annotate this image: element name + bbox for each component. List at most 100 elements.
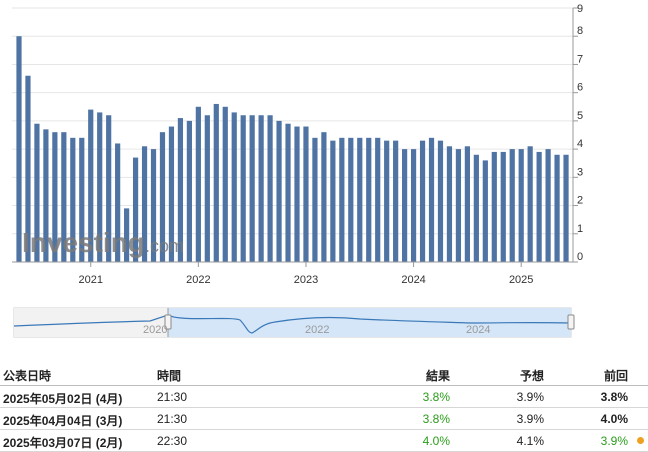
range-navigator[interactable]: 2020 2022 2024	[0, 300, 648, 342]
bar[interactable]	[437, 140, 444, 262]
bar[interactable]	[321, 132, 327, 262]
row-date: 2025年04月04日 (3月)	[3, 414, 123, 428]
bar[interactable]	[249, 115, 255, 262]
bar[interactable]	[375, 137, 381, 262]
bar[interactable]	[141, 146, 148, 262]
bar[interactable]	[410, 149, 417, 262]
bar[interactable]	[563, 154, 569, 262]
navigator-left-handle[interactable]	[164, 314, 172, 330]
row-forecast: 3.9%	[516, 390, 544, 404]
bar[interactable]	[455, 149, 462, 262]
table-header-row: 公表日時 時間 結果 予想 前回	[0, 364, 648, 386]
bar[interactable]	[348, 137, 354, 262]
bar[interactable]	[168, 126, 175, 263]
bar[interactable]	[34, 123, 40, 262]
bar[interactable]	[294, 126, 300, 263]
bar[interactable]	[491, 151, 497, 262]
bar[interactable]	[150, 149, 157, 262]
header-release-date[interactable]: 公表日時	[3, 369, 52, 383]
bar[interactable]	[527, 146, 533, 262]
bar[interactable]	[536, 151, 542, 262]
bar[interactable]	[482, 160, 488, 262]
row-actual: 4.0%	[422, 434, 450, 448]
y-tick-label: 2	[577, 195, 583, 207]
y-tick-label: 5	[577, 110, 583, 122]
bar[interactable]	[384, 140, 390, 262]
navigator-series-line	[13, 314, 572, 334]
y-tick-label: 0	[577, 251, 583, 263]
bar[interactable]	[276, 120, 282, 262]
y-axis: 0 1 2 3 4 5 6 7 8 9	[572, 3, 583, 263]
bar[interactable]	[106, 115, 112, 262]
bar[interactable]	[88, 109, 94, 262]
bar[interactable]	[16, 36, 22, 262]
bar[interactable]	[52, 132, 58, 262]
row-forecast: 3.9%	[516, 412, 544, 426]
bar[interactable]	[366, 137, 372, 262]
y-tick-label: 8	[577, 25, 583, 37]
bar[interactable]	[446, 146, 453, 262]
bar[interactable]	[177, 118, 184, 262]
navigator-right-handle[interactable]	[567, 314, 575, 330]
bar[interactable]	[240, 115, 246, 262]
bar-series[interactable]	[16, 36, 569, 263]
y-tick-label: 1	[577, 223, 583, 235]
bar[interactable]	[213, 103, 219, 262]
bar[interactable]	[330, 140, 336, 262]
x-axis: 2021 2022 2023 2024 2025	[12, 261, 573, 286]
bar[interactable]	[357, 137, 363, 262]
row-actual: 3.8%	[422, 390, 450, 404]
bar[interactable]	[115, 143, 121, 262]
row-time: 21:30	[157, 412, 188, 426]
bar[interactable]	[428, 137, 435, 262]
release-history-table: 公表日時 時間 結果 予想 前回 2025年05月02日 (4月) 21:30 …	[0, 364, 648, 452]
header-time[interactable]: 時間	[157, 369, 182, 383]
bar[interactable]	[204, 115, 210, 262]
bar[interactable]	[186, 120, 192, 262]
bar[interactable]	[97, 112, 103, 262]
header-forecast[interactable]: 予想	[519, 369, 544, 383]
navigator-label-2020: 2020	[143, 324, 167, 336]
bar[interactable]	[267, 115, 273, 262]
x-tick-label: 2021	[78, 274, 102, 286]
bar[interactable]	[554, 154, 560, 262]
bar[interactable]	[61, 132, 67, 262]
bar[interactable]	[393, 140, 399, 262]
bar[interactable]	[312, 137, 318, 262]
bar[interactable]	[132, 157, 139, 262]
bar[interactable]	[222, 106, 228, 263]
bar[interactable]	[231, 112, 237, 262]
bar[interactable]	[518, 149, 524, 262]
bar[interactable]	[43, 129, 49, 262]
bar[interactable]	[79, 137, 85, 262]
bar[interactable]	[258, 115, 264, 262]
bar[interactable]	[339, 137, 345, 262]
table-row: 2025年04月04日 (3月) 21:30 3.8% 3.9% 4.0%	[0, 408, 648, 430]
watermark-logo: Investing	[22, 227, 145, 258]
bar[interactable]	[500, 151, 506, 262]
x-tick-label: 2025	[509, 274, 533, 286]
bar[interactable]	[419, 140, 426, 262]
investing-watermark: Investing .com	[22, 227, 184, 258]
y-tick-label: 7	[577, 53, 583, 65]
header-previous[interactable]: 前回	[603, 369, 628, 383]
watermark-suffix: .com	[145, 236, 184, 256]
bar[interactable]	[159, 132, 166, 262]
bar[interactable]	[25, 75, 31, 262]
y-tick-label: 6	[577, 82, 583, 94]
header-actual[interactable]: 結果	[425, 369, 450, 383]
bar[interactable]	[195, 106, 201, 263]
bar[interactable]	[509, 149, 515, 262]
y-tick-label: 4	[577, 138, 583, 150]
bar[interactable]	[473, 154, 479, 262]
bar[interactable]	[70, 137, 76, 262]
bar[interactable]	[402, 149, 408, 262]
bar[interactable]	[303, 126, 309, 263]
bar[interactable]	[124, 208, 130, 262]
row-previous: 4.0%	[600, 412, 628, 426]
bar[interactable]	[464, 146, 470, 262]
bar[interactable]	[545, 149, 551, 262]
x-tick-label: 2023	[294, 274, 318, 286]
bar[interactable]	[285, 123, 291, 262]
